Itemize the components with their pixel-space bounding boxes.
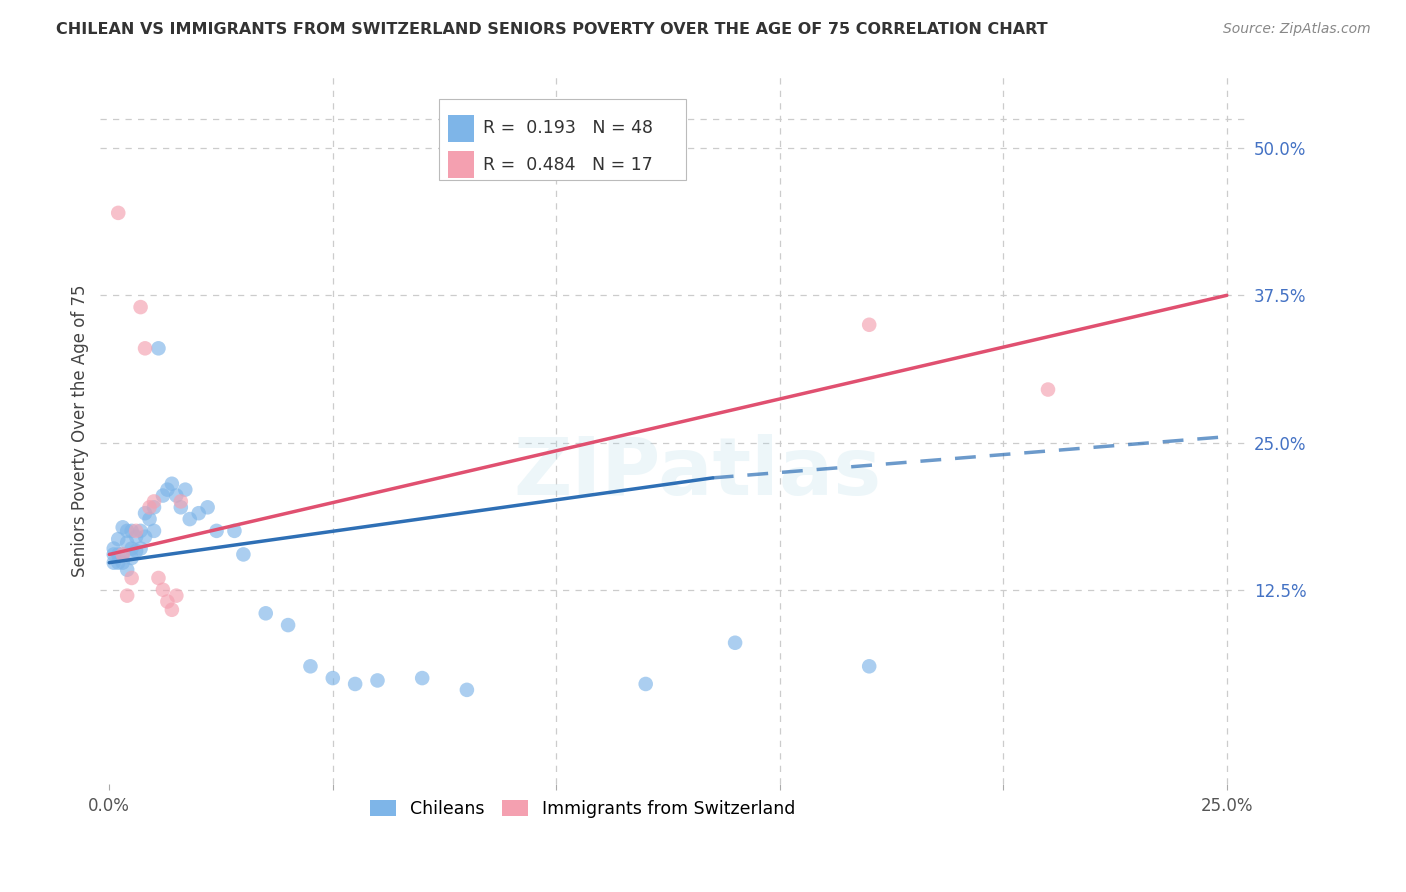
Point	[129, 524, 152, 538]
Point	[179, 512, 201, 526]
Point	[134, 506, 156, 520]
Point	[170, 500, 193, 515]
Point	[125, 530, 148, 544]
Point	[148, 341, 170, 355]
Point	[322, 671, 344, 685]
Point	[724, 636, 747, 650]
Text: Source: ZipAtlas.com: Source: ZipAtlas.com	[1223, 22, 1371, 37]
Point	[205, 524, 228, 538]
Point	[121, 524, 143, 538]
Point	[411, 671, 433, 685]
Point	[232, 548, 254, 562]
Point	[121, 571, 143, 585]
Point	[299, 659, 322, 673]
Point	[111, 520, 134, 534]
Point	[121, 551, 143, 566]
Point	[103, 541, 125, 556]
Point	[160, 603, 183, 617]
Point	[634, 677, 657, 691]
Point	[156, 483, 179, 497]
Point	[107, 548, 129, 562]
Y-axis label: Seniors Poverty Over the Age of 75: Seniors Poverty Over the Age of 75	[72, 285, 89, 577]
Point	[152, 489, 174, 503]
Point	[197, 500, 219, 515]
Point	[152, 582, 174, 597]
Point	[143, 500, 166, 515]
Point	[254, 607, 277, 621]
FancyBboxPatch shape	[439, 99, 686, 180]
Point	[125, 524, 148, 538]
Bar	[449, 152, 474, 178]
Point	[1036, 383, 1059, 397]
Point	[148, 571, 170, 585]
Point	[129, 541, 152, 556]
Point	[111, 556, 134, 570]
Point	[111, 548, 134, 562]
Point	[456, 682, 478, 697]
Point	[858, 659, 880, 673]
Text: R =  0.484   N = 17: R = 0.484 N = 17	[482, 156, 652, 174]
Point	[138, 512, 160, 526]
Point	[165, 489, 187, 503]
Point	[858, 318, 880, 332]
Point	[107, 532, 129, 546]
Point	[103, 556, 125, 570]
Point	[174, 483, 197, 497]
Point	[366, 673, 388, 688]
Point	[143, 524, 166, 538]
Point	[115, 524, 138, 538]
Point	[103, 548, 125, 562]
Point	[111, 548, 134, 562]
Legend: Chileans, Immigrants from Switzerland: Chileans, Immigrants from Switzerland	[363, 793, 803, 825]
Point	[224, 524, 246, 538]
Point	[115, 563, 138, 577]
Point	[277, 618, 299, 632]
Point	[165, 589, 187, 603]
Point	[187, 506, 209, 520]
Point	[156, 594, 179, 608]
Text: R =  0.193   N = 48: R = 0.193 N = 48	[482, 120, 652, 137]
Point	[115, 535, 138, 549]
Point	[125, 544, 148, 558]
Point	[107, 206, 129, 220]
Point	[107, 556, 129, 570]
Point	[129, 300, 152, 314]
Point	[143, 494, 166, 508]
Text: ZIPatlas: ZIPatlas	[513, 434, 882, 512]
Point	[115, 589, 138, 603]
Point	[170, 494, 193, 508]
Bar	[449, 115, 474, 142]
Point	[138, 500, 160, 515]
Point	[344, 677, 367, 691]
Point	[134, 341, 156, 355]
Point	[134, 530, 156, 544]
Point	[121, 541, 143, 556]
Text: CHILEAN VS IMMIGRANTS FROM SWITZERLAND SENIORS POVERTY OVER THE AGE OF 75 CORREL: CHILEAN VS IMMIGRANTS FROM SWITZERLAND S…	[56, 22, 1047, 37]
Point	[160, 476, 183, 491]
